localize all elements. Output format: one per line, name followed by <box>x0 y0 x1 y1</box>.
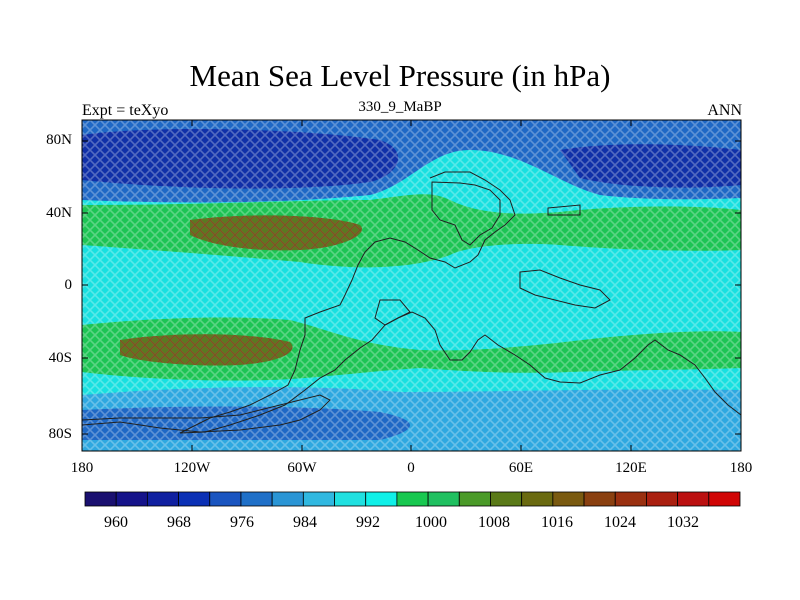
colorbar-label: 1032 <box>667 514 699 531</box>
lat-tick-label: 40S <box>48 350 72 366</box>
lat-tick-label: 40N <box>46 205 72 221</box>
lon-tick-label: 120W <box>173 460 211 476</box>
colorbar-box <box>271 491 304 507</box>
lon-tick-label: 180 <box>70 460 94 476</box>
colorbar-box <box>84 491 117 507</box>
colorbar-label: 960 <box>104 514 128 531</box>
axis-ticks <box>81 120 742 451</box>
colorbar-box <box>708 491 741 507</box>
season-label: ANN <box>707 102 742 119</box>
colorbar-box <box>646 491 679 507</box>
lat-tick-label: 80N <box>46 132 72 148</box>
lon-tick-label: 180 <box>729 460 753 476</box>
time-label: 330_9_MaBP <box>358 99 442 115</box>
colorbar-box <box>178 491 211 507</box>
lon-tick-label: 0 <box>407 460 415 476</box>
colorbar-box <box>146 491 179 507</box>
hatch-overlay <box>82 120 741 451</box>
colorbar-box <box>677 491 710 507</box>
colorbar-box <box>458 491 491 507</box>
colorbar-box <box>115 491 148 507</box>
colorbar-box <box>334 491 367 507</box>
chart-title: Mean Sea Level Pressure (in hPa) <box>189 58 611 93</box>
colorbar-box <box>427 491 460 507</box>
colorbar-label: 1016 <box>541 514 573 531</box>
colorbar-label: 976 <box>230 514 254 531</box>
colorbar-label: 984 <box>293 514 317 531</box>
colorbar-box <box>552 491 585 507</box>
colorbar-box <box>302 491 335 507</box>
colorbar <box>84 491 741 507</box>
colorbar-box <box>490 491 523 507</box>
lon-tick-label: 60E <box>508 460 534 476</box>
colorbar-label: 1000 <box>415 514 447 531</box>
colorbar-box <box>396 491 429 507</box>
experiment-label: Expt = teXyo <box>82 102 169 119</box>
colorbar-box <box>365 491 398 507</box>
lat-tick-label: 0 <box>64 277 73 293</box>
colorbar-box <box>583 491 616 507</box>
high-core-hatch <box>120 215 362 366</box>
lon-tick-label: 60W <box>287 460 317 476</box>
colorbar-box <box>240 491 273 507</box>
colorbar-label: 968 <box>167 514 191 531</box>
colorbar-box <box>614 491 647 507</box>
coastlines <box>82 171 741 434</box>
colorbar-label: 1008 <box>478 514 510 531</box>
colorbar-label: 992 <box>356 514 380 531</box>
lat-tick-label: 80S <box>48 426 72 442</box>
pressure-field <box>82 120 741 451</box>
lon-tick-label: 120E <box>615 460 647 476</box>
colorbar-box <box>521 491 554 507</box>
colorbar-label: 1024 <box>604 514 636 531</box>
colorbar-box <box>209 491 242 507</box>
